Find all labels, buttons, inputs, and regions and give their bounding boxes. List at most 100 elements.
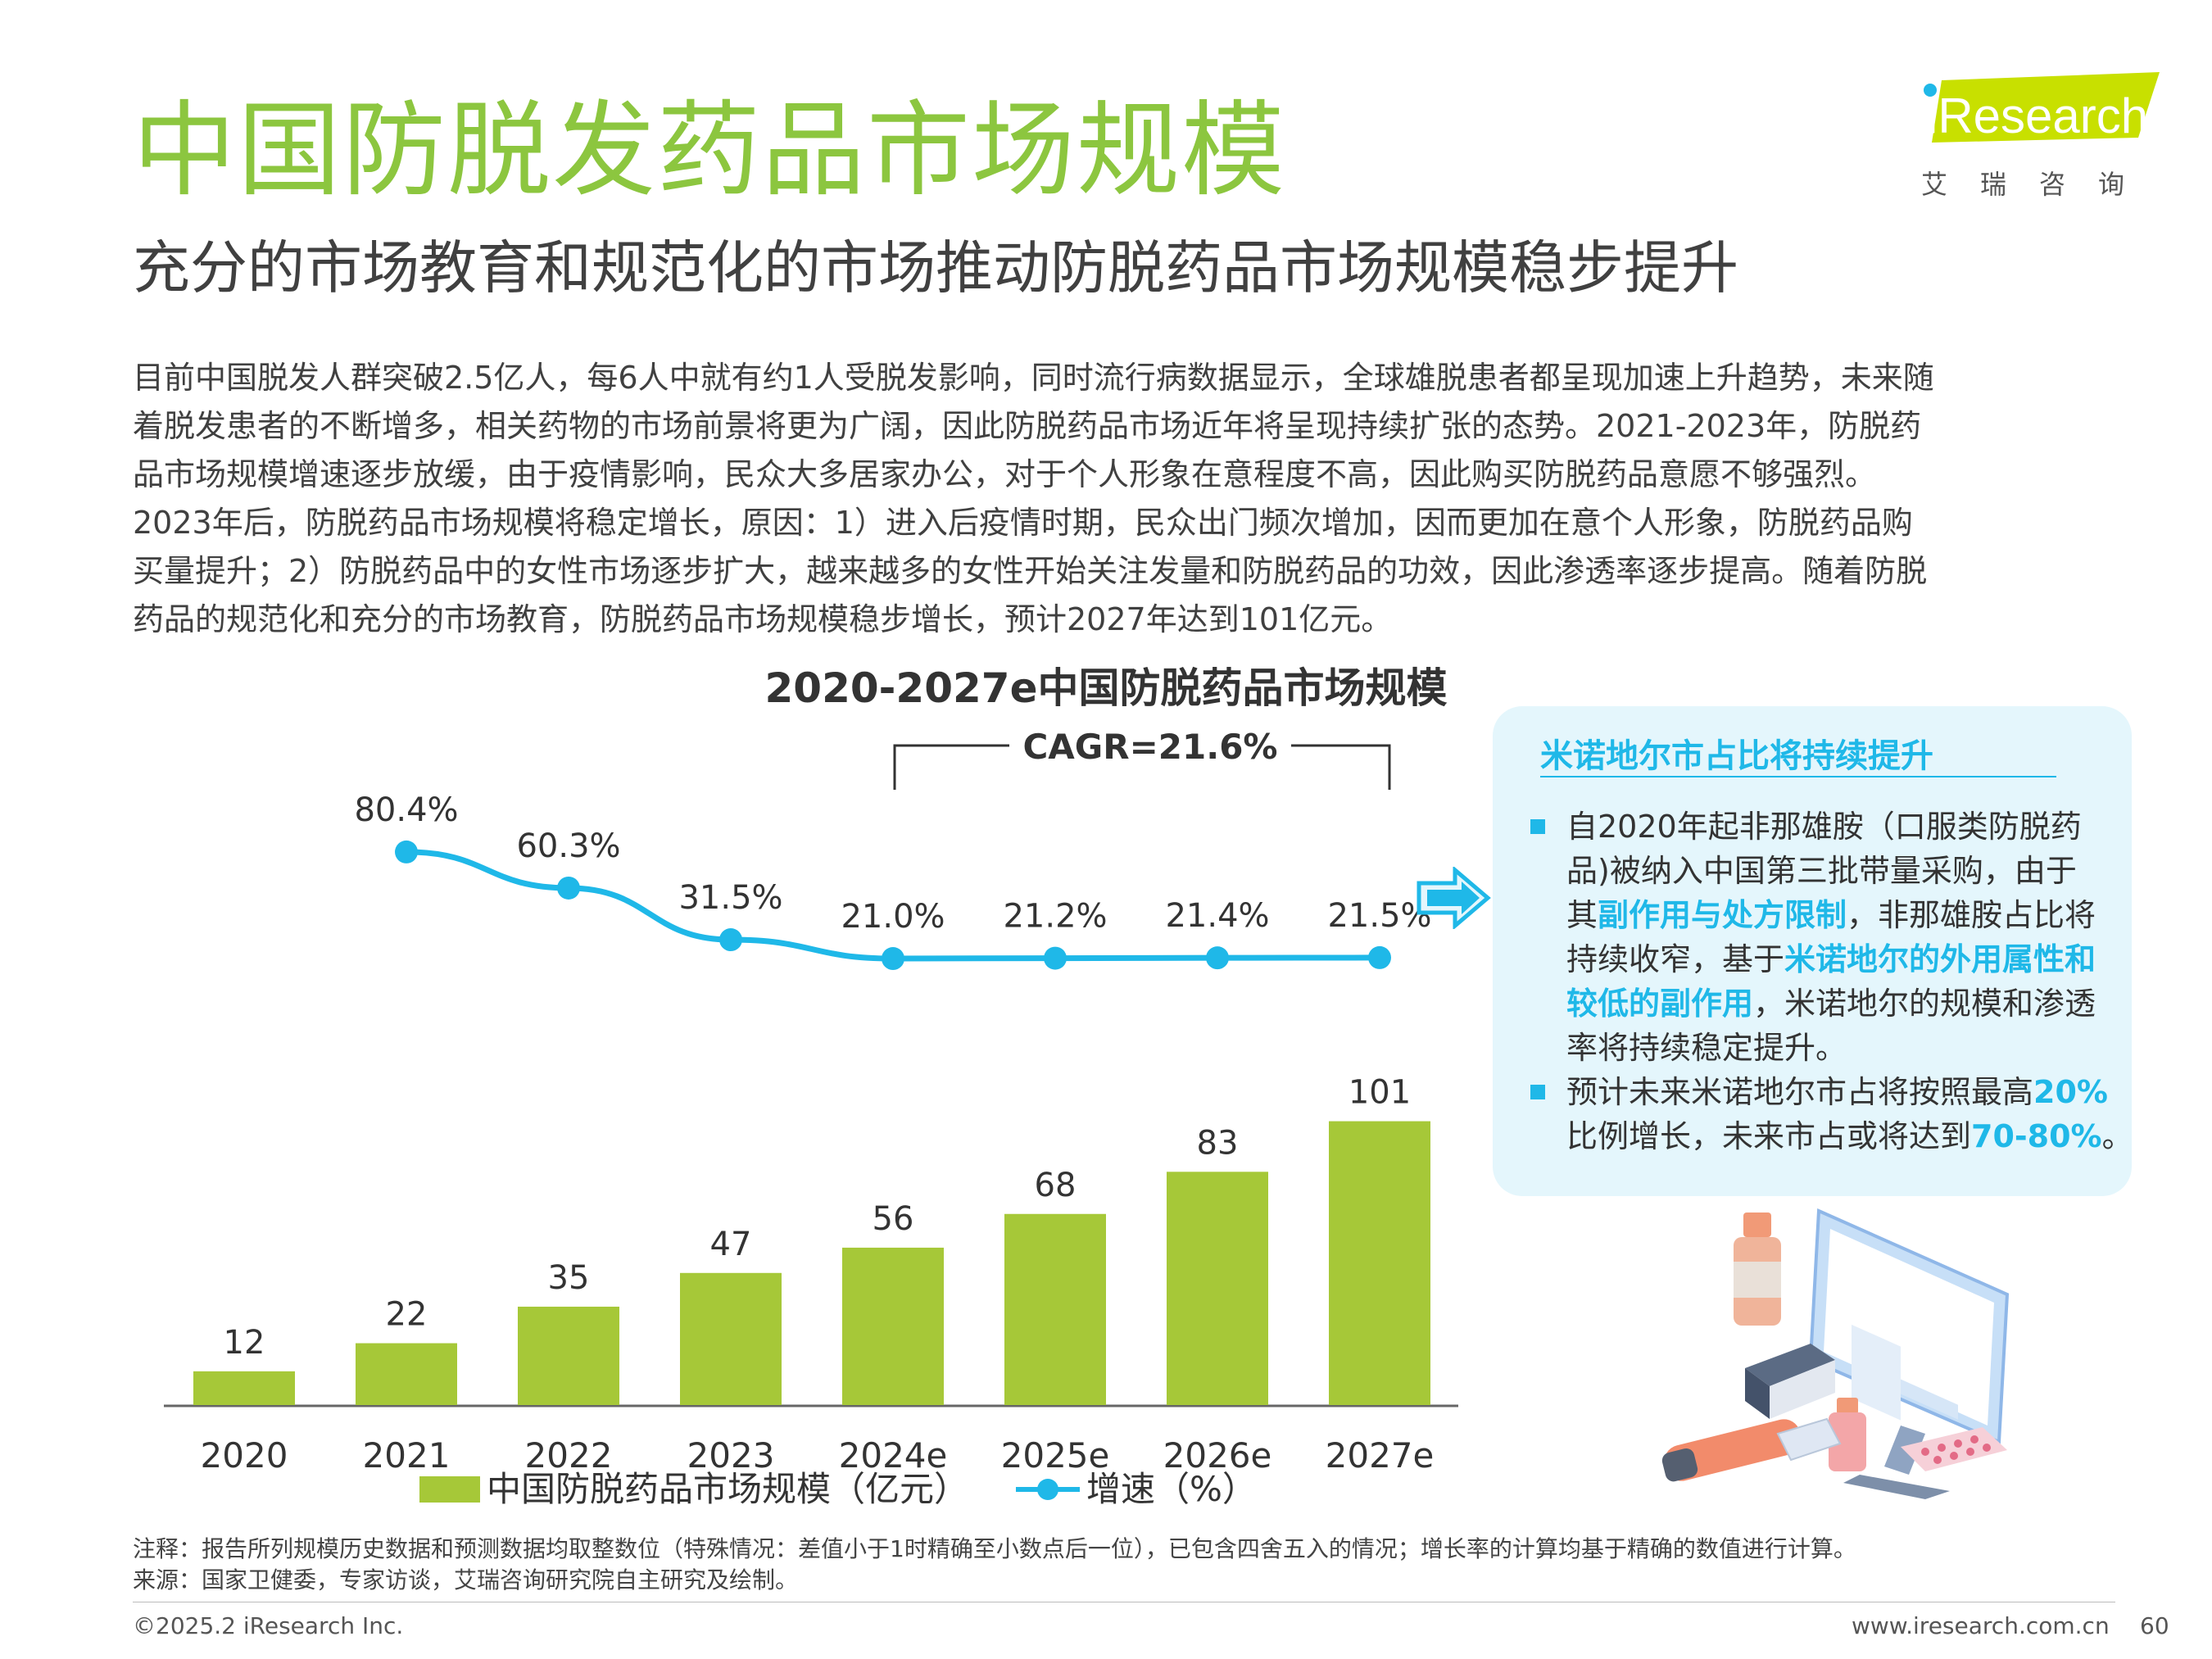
growth-rate-point (1368, 945, 1391, 969)
bullet-text: 预计未来米诺地尔市占将按照最高 (1566, 1074, 2034, 1110)
logo-subtext: 艾瑞咨询 (1921, 169, 2158, 200)
growth-rate-label: 21.5% (1327, 897, 1431, 935)
computer-monitor-icon (1808, 1208, 2010, 1499)
heading-underline (1540, 776, 2056, 777)
insight-heading: 米诺地尔市占比将持续提升 (1540, 737, 1933, 775)
bullet-text: 其 (1566, 897, 1598, 933)
medicine-bottle-icon (1734, 1213, 1781, 1326)
paragraph-line: 着脱发患者的不断增多，相关药物的市场前景将更为广阔，因此防脱药品市场近年将呈现持… (133, 408, 1922, 444)
growth-rate-point (557, 876, 580, 900)
page-title: 中国防脱发药品市场规模 (133, 90, 1286, 211)
bullet-text: ，非那雄胺占比将 (1847, 897, 2096, 933)
pharmacy-illustration (1661, 1208, 2010, 1499)
chart-title: 2020-2027e中国防脱药品市场规模 (764, 664, 1448, 712)
x-tick-label: 2024e (839, 1435, 948, 1475)
insight-bullet-2: 预计未来米诺地尔市占将按照最高20% 比例增长，未来市占或将达到70-80%。 (1566, 1070, 2133, 1158)
growth-rate-label: 21.0% (841, 898, 945, 936)
bullet-text: 率将持续稳定提升。 (1566, 1030, 1847, 1066)
source-note: 来源：国家卫健委，专家访谈，艾瑞咨询研究院自主研究及绘制。 (133, 1566, 799, 1593)
intro-paragraph: 目前中国脱发人群突破2.5亿人，每6人中就有约1人受脱发影响，同时流行病数据显示… (133, 354, 2115, 644)
growth-rate-label: 21.2% (1003, 898, 1107, 936)
bar (1167, 1172, 1268, 1405)
bar (842, 1247, 944, 1405)
bullet-line: 预计未来米诺地尔市占将按照最高20% (1566, 1070, 2133, 1114)
highlight-text: 70-80% (1971, 1118, 2102, 1154)
bullet-text: 。 (2101, 1118, 2133, 1154)
legend-line-marker (1037, 1479, 1058, 1500)
bullet-line: 持续收窄，基于米诺地尔的外用属性和 (1566, 937, 2096, 981)
bar-value-label: 22 (386, 1296, 428, 1334)
cagr-bracket-right (1291, 744, 1391, 790)
bullet-line: 率将持续稳定提升。 (1566, 1026, 2096, 1070)
highlight-text: 20% (2033, 1074, 2108, 1110)
bullet-line: 较低的副作用，米诺地尔的规模和渗透 (1566, 981, 2096, 1026)
bullet-text: 品)被纳入中国第三批带量采购，由于 (1566, 853, 2077, 889)
legend-bar-label: 中国防脱药品市场规模（亿元） (487, 1469, 968, 1509)
bar (1329, 1121, 1430, 1405)
growth-rate-point (719, 928, 742, 952)
bar (518, 1306, 619, 1405)
bar-value-label: 35 (548, 1259, 590, 1297)
bar (356, 1343, 457, 1405)
growth-rate-point (395, 840, 418, 863)
legend-bar-swatch (419, 1476, 480, 1503)
bullet-text: 持续收窄，基于 (1566, 941, 1785, 977)
bullet-line: 其副作用与处方限制，非那雄胺占比将 (1566, 893, 2096, 937)
website-link[interactable]: www.iresearch.com.cn (1852, 1612, 2110, 1639)
small-bottle-icon (1829, 1398, 1866, 1471)
cagr-bracket-left (893, 744, 1009, 790)
growth-rate-label: 80.4% (354, 791, 458, 829)
x-tick-label: 2021 (363, 1435, 451, 1475)
growth-rate-point (1206, 946, 1229, 970)
cagr-annotation: CAGR=21.6% (1022, 727, 1277, 767)
bar-value-label: 56 (873, 1200, 914, 1238)
footnote: 注释：报告所列规模历史数据和预测数据均取整数位（特殊情况：差值小于1时精确至小数… (133, 1535, 1856, 1562)
paragraph-line: 2023年后，防脱药品市场规模将稳定增长，原因：1）进入后疫情时期，民众出门频次… (133, 505, 1913, 541)
pill-box-icon (1745, 1344, 1835, 1419)
x-tick-label: 2026e (1163, 1435, 1272, 1475)
blister-pack-icon (1901, 1427, 2007, 1471)
highlight-text: 米诺地尔的外用属性和 (1784, 941, 2096, 977)
logo-text: iResearch (1927, 88, 2148, 143)
iresearch-logo: iResearch (1924, 72, 2160, 143)
bullet-text: ，米诺地尔的规模和渗透 (1753, 986, 2096, 1022)
highlight-text: 副作用与处方限制 (1598, 897, 1847, 933)
tube-icon (1661, 1419, 1802, 1482)
x-tick-label: 2022 (525, 1435, 613, 1475)
notes-section: 注释：报告所列规模历史数据和预测数据均取整数位（特殊情况：差值小于1时精确至小数… (133, 1534, 1856, 1596)
bar-value-label: 83 (1197, 1124, 1239, 1162)
paragraph-line: 目前中国脱发人群突破2.5亿人，每6人中就有约1人受脱发影响，同时流行病数据显示… (133, 360, 1934, 396)
page-subtitle: 充分的市场教育和规范化的市场推动防脱药品市场规模稳步提升 (133, 234, 1738, 301)
x-tick-label: 2023 (687, 1435, 775, 1475)
highlight-text: 较低的副作用 (1566, 986, 1754, 1022)
bar-value-label: 12 (224, 1324, 265, 1362)
bullet-text: 自2020年起非那雄胺（口服类防脱药 (1566, 809, 2082, 845)
bullet-line: 品)被纳入中国第三批带量采购，由于 (1566, 849, 2096, 893)
growth-rate-label: 31.5% (678, 879, 782, 917)
growth-rate-label: 21.4% (1165, 897, 1269, 935)
x-tick-label: 2025e (1001, 1435, 1110, 1475)
bullet-text: 比例增长，未来市占或将达到 (1566, 1118, 1972, 1154)
bar (680, 1272, 782, 1405)
paragraph-line: 买量提升；2）防脱药品中的女性市场逐步扩大，越来越多的女性开始关注发量和防脱药品… (133, 553, 1928, 589)
bar-value-label: 68 (1035, 1167, 1077, 1204)
growth-rate-point (882, 947, 904, 971)
bar (193, 1371, 295, 1405)
bullet-marker (1530, 819, 1545, 834)
bullet-line: 自2020年起非那雄胺（口服类防脱药 (1566, 805, 2096, 849)
paragraph-line: 药品的规范化和充分的市场教育，防脱药品市场规模稳步增长，预计2027年达到101… (133, 601, 1393, 637)
growth-rate-point (1044, 946, 1067, 970)
x-tick-label: 2027e (1326, 1435, 1435, 1475)
x-tick-label: 2020 (201, 1435, 288, 1475)
bullet-line: 比例增长，未来市占或将达到70-80%。 (1566, 1114, 2133, 1158)
insight-panel (1493, 706, 2132, 1196)
bar (1004, 1213, 1106, 1405)
bar-value-label: 101 (1349, 1074, 1411, 1112)
medicine-box-icon (1776, 1417, 1842, 1462)
bar-value-label: 47 (710, 1226, 752, 1263)
right-arrow-icon (1416, 867, 1491, 929)
legend-line-label: 增速（%） (1086, 1469, 1257, 1509)
growth-rate-label: 60.3% (516, 827, 620, 865)
paragraph-line: 品市场规模增速逐步放缓，由于疫情影响，民众大多居家办公，对于个人形象在意程度不高… (133, 456, 1877, 492)
insight-bullet-1: 自2020年起非那雄胺（口服类防脱药 品)被纳入中国第三批带量采购，由于 其副作用与… (1566, 805, 2096, 1070)
